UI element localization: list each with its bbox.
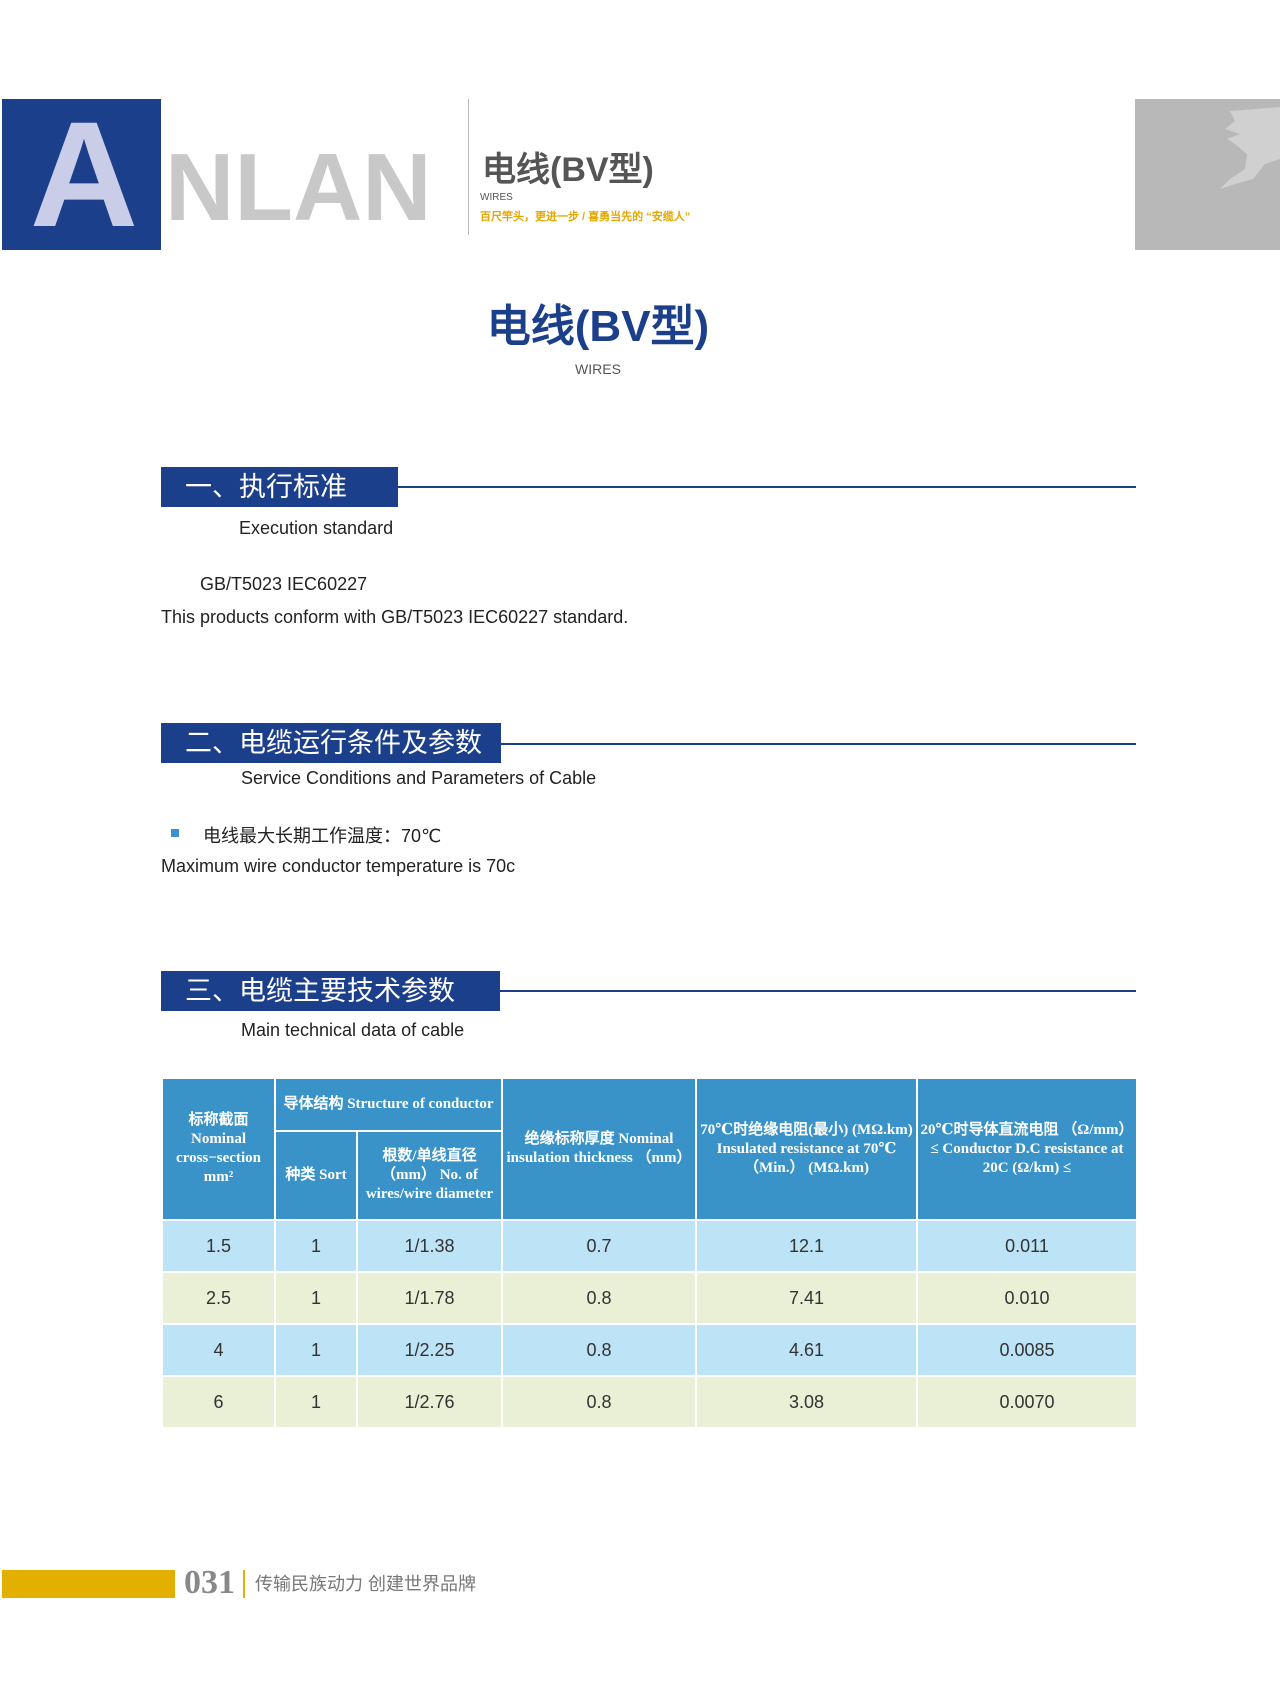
table-row: 1.5 1 1/1.38 0.7 12.1 0.011	[161, 1219, 1138, 1273]
table-cell: 0.010	[916, 1271, 1138, 1325]
table-cell: 1/2.25	[356, 1323, 503, 1377]
technical-data-table: 标称截面 Nominal cross−section mm² 导体结构 Stru…	[161, 1077, 1138, 1429]
logo-image: A	[2, 99, 161, 250]
table-cell: 1	[274, 1219, 358, 1273]
table-cell: 12.1	[695, 1219, 918, 1273]
header-insulation-resistance: 70℃时绝缘电阻(最小) (MΩ.km) Insulated resistanc…	[695, 1077, 918, 1221]
table-cell: 1/2.76	[356, 1375, 503, 1429]
header-title: 电线(BV型)	[482, 151, 654, 189]
section-2-rule	[501, 743, 1136, 745]
section-3-subtitle: Main technical data of cable	[241, 1020, 465, 1040]
section-3-rule	[500, 990, 1136, 992]
table-cell: 3.08	[695, 1375, 918, 1429]
table-cell: 1	[274, 1271, 358, 1325]
standard-statement: This products conform with GB/T5023 IEC6…	[161, 607, 629, 627]
table-cell: 0.8	[501, 1271, 697, 1325]
table-cell: 0.8	[501, 1375, 697, 1429]
table-cell: 1/1.38	[356, 1219, 503, 1273]
header-nominal-section: 标称截面 Nominal cross−section mm²	[161, 1077, 276, 1221]
table-cell: 0.011	[916, 1219, 1138, 1273]
standard-codes: GB/T5023 IEC60227	[200, 574, 368, 594]
table-cell: 0.7	[501, 1219, 697, 1273]
header-sort: 种类 Sort	[274, 1130, 358, 1221]
footer-divider	[243, 1570, 245, 1598]
page-number: 031	[184, 1564, 235, 1601]
logo-text: NLAN	[165, 134, 432, 241]
section-1-subtitle: Execution standard	[239, 518, 394, 538]
bullet-icon	[171, 829, 179, 837]
map-icon	[1220, 107, 1280, 189]
table-cell: 2.5	[161, 1271, 276, 1325]
footer-bar	[2, 1570, 175, 1598]
header-slogan: 百尺竿头，更进一步 / 喜勇当先的 “安缆人”	[480, 211, 691, 223]
section-3-title: 三、电缆主要技术参数	[161, 971, 500, 1011]
table-row: 4 1 1/2.25 0.8 4.61 0.0085	[161, 1323, 1138, 1377]
table-cell: 1.5	[161, 1219, 276, 1273]
header-divider	[468, 99, 469, 235]
header-subtitle: WIRES	[480, 192, 513, 203]
section-2-subtitle: Service Conditions and Parameters of Cab…	[241, 768, 597, 788]
table-row: 2.5 1 1/1.78 0.8 7.41 0.010	[161, 1271, 1138, 1325]
table-cell: 0.0085	[916, 1323, 1138, 1377]
section-1-title: 一、执行标准	[161, 467, 398, 507]
header-wires: 根数/单线直径 （mm） No. of wires/wire diameter	[356, 1130, 503, 1221]
footer-slogan: 传输民族动力 创建世界品牌	[255, 1574, 476, 1594]
table-cell: 1	[274, 1323, 358, 1377]
map-decoration	[1135, 99, 1280, 250]
section-1-rule	[398, 486, 1136, 488]
header-insulation: 绝缘标称厚度 Nominal insulation thickness （mm）	[501, 1077, 697, 1221]
max-temp-cn: 电线最大长期工作温度：70℃	[203, 826, 442, 846]
table-row: 6 1 1/2.76 0.8 3.08 0.0070	[161, 1375, 1138, 1429]
table-cell: 6	[161, 1375, 276, 1429]
table-cell: 0.0070	[916, 1375, 1138, 1429]
table-cell: 1	[274, 1375, 358, 1429]
max-temp-en: Maximum wire conductor temperature is 70…	[161, 856, 516, 876]
table-cell: 4	[161, 1323, 276, 1377]
header-dc-resistance: 20℃时导体直流电阻 （Ω/mm）≤ Conductor D.C resista…	[916, 1077, 1138, 1221]
table-cell: 0.8	[501, 1323, 697, 1377]
table-cell: 1/1.78	[356, 1271, 503, 1325]
page-title: 电线(BV型)	[486, 302, 710, 351]
logo-letter-a: A	[29, 99, 139, 250]
table-cell: 4.61	[695, 1323, 918, 1377]
table-cell: 7.41	[695, 1271, 918, 1325]
page-subtitle: WIRES	[575, 361, 621, 377]
header-structure: 导体结构 Structure of conductor	[274, 1077, 503, 1132]
section-2-title: 二、电缆运行条件及参数	[161, 723, 501, 763]
